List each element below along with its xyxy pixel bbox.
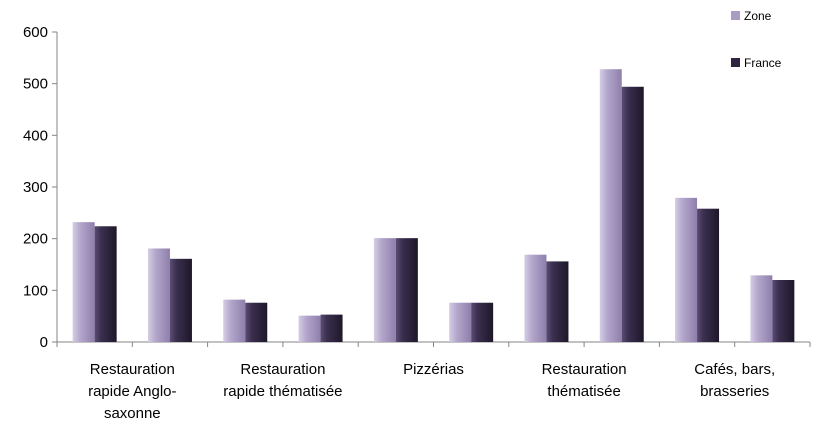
- legend-label-france: France: [744, 56, 782, 70]
- bar-zone-8: [675, 197, 698, 342]
- bar-france-9: [772, 280, 795, 342]
- bar-zone-5: [449, 302, 472, 342]
- x-category-label: Restauration rapide thématisée: [223, 361, 342, 400]
- y-tick-label: 300: [23, 179, 48, 196]
- bar-france-6: [546, 261, 569, 342]
- x-category-label-line: brasseries: [700, 383, 769, 400]
- x-category-label: Pizzérias: [403, 361, 464, 378]
- y-tick-label: 0: [40, 334, 48, 351]
- bar-zone-0: [72, 222, 95, 342]
- bar-france-5: [471, 302, 494, 342]
- bar-zone-7: [599, 69, 622, 342]
- bar-france-8: [697, 208, 720, 342]
- bar-france-7: [621, 86, 644, 343]
- x-category-label-line: Pizzérias: [403, 361, 464, 378]
- bar-zone-1: [147, 248, 170, 342]
- legend-swatch-france: [731, 58, 740, 67]
- x-category-label: Restauration thématisée: [542, 361, 627, 400]
- bar-zone-6: [524, 254, 547, 342]
- x-category-label-line: Restauration: [90, 361, 175, 378]
- x-category-label-line: thématisée: [547, 383, 620, 400]
- chart-legend: Zone France: [731, 9, 782, 70]
- bar-france-3: [320, 314, 343, 342]
- bar-zone-3: [298, 315, 321, 342]
- bar-france-2: [245, 302, 268, 342]
- y-tick-label: 600: [23, 24, 48, 41]
- x-category-label: Restauration rapide Anglo-saxonne: [88, 361, 176, 422]
- bar-zone-2: [223, 299, 246, 342]
- x-category-label-line: rapide thématisée: [223, 383, 342, 400]
- x-category-label-line: Restauration: [542, 361, 627, 378]
- x-category-label-line: Cafés, bars,: [694, 361, 775, 378]
- y-tick-label: 400: [23, 127, 48, 144]
- x-category-label-line: Restauration: [240, 361, 325, 378]
- y-tick-label: 200: [23, 231, 48, 248]
- x-category-label: Cafés, bars, brasseries: [694, 361, 775, 400]
- legend-label-zone: Zone: [744, 9, 772, 23]
- bar-zone-4: [373, 238, 396, 342]
- bar-zone-9: [750, 275, 773, 342]
- y-tick-label: 500: [23, 76, 48, 93]
- legend-swatch-zone: [731, 11, 740, 20]
- x-category-label-line: rapide Anglo-: [88, 383, 176, 400]
- chart-bars: [72, 69, 795, 343]
- bar-france-4: [395, 238, 418, 342]
- y-tick-label: 100: [23, 282, 48, 299]
- chart-labels: 0 100 200 300 400 500 600 Restauration rapide An…: [23, 24, 775, 422]
- bar-france-0: [94, 226, 117, 342]
- x-category-label-line: saxonne: [104, 405, 161, 422]
- bar-france-1: [169, 258, 192, 342]
